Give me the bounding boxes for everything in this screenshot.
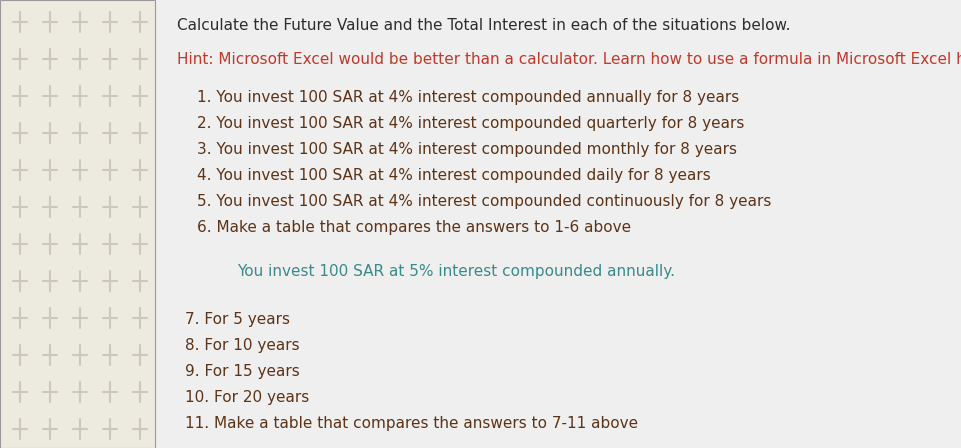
Text: 3. You invest 100 SAR at 4% interest compounded monthly for 8 years: 3. You invest 100 SAR at 4% interest com… xyxy=(197,142,737,157)
Bar xyxy=(0,0,155,448)
Text: 10. For 20 years: 10. For 20 years xyxy=(185,390,309,405)
Text: 6. Make a table that compares the answers to 1-6 above: 6. Make a table that compares the answer… xyxy=(197,220,631,235)
Text: 1. You invest 100 SAR at 4% interest compounded annually for 8 years: 1. You invest 100 SAR at 4% interest com… xyxy=(197,90,739,105)
Text: Calculate the Future Value and the Total Interest in each of the situations belo: Calculate the Future Value and the Total… xyxy=(177,18,791,33)
Text: 9. For 15 years: 9. For 15 years xyxy=(185,364,300,379)
Text: 8. For 10 years: 8. For 10 years xyxy=(185,338,300,353)
Text: 7. For 5 years: 7. For 5 years xyxy=(185,312,290,327)
Text: 5. You invest 100 SAR at 4% interest compounded continuously for 8 years: 5. You invest 100 SAR at 4% interest com… xyxy=(197,194,772,209)
Text: 4. You invest 100 SAR at 4% interest compounded daily for 8 years: 4. You invest 100 SAR at 4% interest com… xyxy=(197,168,711,183)
Text: 11. Make a table that compares the answers to 7-11 above: 11. Make a table that compares the answe… xyxy=(185,416,638,431)
Text: 2. You invest 100 SAR at 4% interest compounded quarterly for 8 years: 2. You invest 100 SAR at 4% interest com… xyxy=(197,116,745,131)
Text: You invest 100 SAR at 5% interest compounded annually.: You invest 100 SAR at 5% interest compou… xyxy=(237,264,675,279)
Text: Hint: Microsoft Excel would be better than a calculator. Learn how to use a form: Hint: Microsoft Excel would be better th… xyxy=(177,52,961,67)
